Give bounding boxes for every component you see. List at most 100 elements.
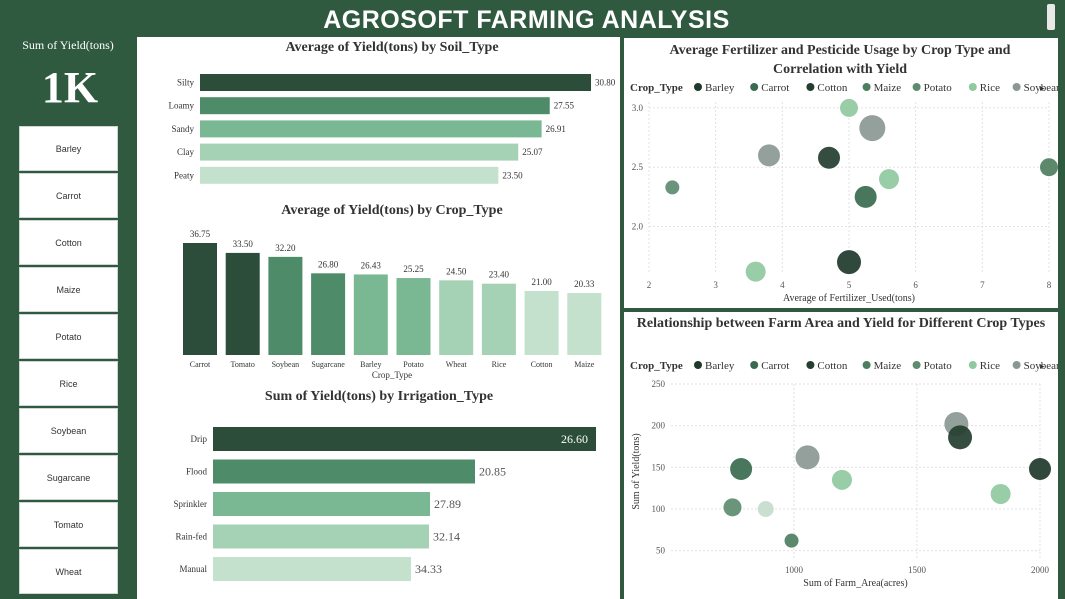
farmarea-legend-label-rice: Rice: [980, 360, 1000, 372]
slicer-item-rice[interactable]: Rice: [19, 361, 118, 406]
farmarea-legend-marker-soybean: [1012, 361, 1021, 369]
crop-bar-rice: [481, 283, 516, 355]
crop-bar-potato: [396, 278, 431, 355]
bar-charts-panel: Average of Yield(tons) by Soil_Type Silt…: [137, 37, 620, 599]
crop-value-label-soybean: 32.20: [275, 243, 296, 253]
fertilizer-legend-marker-rice: [968, 83, 977, 91]
slicer-item-tomato[interactable]: Tomato: [19, 502, 118, 547]
soil-value-label-clay: 25.07: [522, 147, 543, 157]
fertilizer-scatter-svg: Crop_Type Barley Carrot Cotton Maize Potato Ri…: [630, 82, 1058, 304]
crop-value-label-tomato: 33.50: [233, 239, 254, 249]
fertilizer-point-rice-0: [840, 98, 858, 117]
crop-bar-tomato: [225, 252, 260, 355]
farmarea-scatter-plot: Crop_Type Barley Carrot Cotton Maize Potato Ri…: [630, 360, 1058, 589]
soil-bar-loamy: [200, 97, 550, 115]
irrigation-bar-flood: [213, 459, 475, 484]
crop-chart-title: Average of Yield(tons) by Crop_Type: [281, 203, 502, 218]
crop-bar-maize: [567, 293, 602, 355]
irrigation-value-label-flood: 20.85: [479, 465, 506, 479]
kpi-value: 1K: [41, 63, 99, 112]
crop-bar-chart: 36.75 Carrot 33.50 Tomato 32.20 Soybean 26.80 S…: [183, 229, 602, 369]
bar-charts-svg: Average of Yield(tons) by Soil_Type Silt…: [169, 40, 616, 581]
fertilizer-scatter-plot: Crop_Type Barley Carrot Cotton Maize Potato Ri…: [630, 82, 1058, 304]
crop-value-label-maize: 20.33: [574, 279, 595, 289]
irrigation-category-label-manual: Manual: [180, 564, 208, 574]
soil-bar-silty: [200, 74, 591, 91]
crop-category-label-carrot: Carrot: [190, 360, 211, 369]
crop-category-label-wheat: Wheat: [446, 360, 468, 369]
soil-category-label-silty: Silty: [177, 78, 195, 88]
crop-bar-cotton: [524, 291, 559, 355]
farmarea-legend-title: Crop_Type: [630, 360, 683, 372]
soil-bar-clay: [200, 143, 519, 161]
farmarea-y-tick-label: 100: [652, 504, 666, 514]
crop-bar-wheat: [439, 280, 474, 355]
farmarea-scatter-panel: Relationship between Farm Area and Yield…: [624, 312, 1058, 599]
farmarea-legend-label-soybean: Soybean: [1024, 360, 1058, 372]
fertilizer-legend-marker-cotton: [806, 83, 815, 91]
farmarea-legend-label-maize: Maize: [874, 360, 902, 372]
soil-value-label-loamy: 27.55: [554, 101, 575, 111]
farmarea-legend-marker-maize: [862, 361, 871, 369]
farmarea-legend-marker-rice: [968, 361, 977, 369]
farmarea-point-rice-5: [831, 469, 852, 490]
slicer-item-cotton[interactable]: Cotton: [19, 220, 118, 265]
fertilizer-y-tick-label: 2.0: [632, 222, 644, 232]
irrigation-value-label-sprinkler: 27.89: [434, 497, 461, 511]
slicer-item-potato[interactable]: Potato: [19, 314, 118, 359]
fertilizer-point-rice-9: [745, 261, 766, 282]
irrigation-category-label-drip: Drip: [191, 434, 208, 444]
irrigation-bar-drip: [213, 427, 596, 451]
scrollbar[interactable]: [1047, 4, 1055, 30]
crop-value-label-wheat: 24.50: [446, 266, 467, 276]
irrigation-bar-manual: [213, 557, 411, 581]
fertilizer-x-tick-label: 6: [913, 280, 918, 290]
crop-chart-xlabel: Crop_Type: [372, 370, 412, 380]
crop-value-label-potato: 25.25: [403, 264, 424, 274]
fertilizer-point-rice-6: [879, 169, 899, 190]
crop-value-label-sugarcane: 26.80: [318, 259, 339, 269]
soil-chart-title: Average of Yield(tons) by Soil_Type: [285, 40, 498, 55]
slicer-item-soybean[interactable]: Soybean: [19, 408, 118, 453]
soil-bar-peaty: [200, 166, 499, 184]
slicer-item-wheat[interactable]: Wheat: [19, 549, 118, 594]
farmarea-x-tick-label: 1500: [908, 565, 927, 575]
slicer-item-sugarcane[interactable]: Sugarcane: [19, 455, 118, 500]
fertilizer-x-tick-label: 3: [713, 280, 718, 290]
crop-bar-sugarcane: [311, 273, 346, 355]
slicer-item-barley[interactable]: Barley: [19, 126, 118, 171]
fertilizer-x-tick-label: 7: [980, 280, 985, 290]
crop-bar-barley: [353, 274, 388, 355]
farmarea-y-tick-label: 250: [652, 379, 666, 389]
irrigation-bar-sprinkler: [213, 492, 430, 516]
crop-value-label-cotton: 21.00: [531, 277, 552, 287]
fertilizer-y-tick-label: 3.0: [632, 103, 644, 113]
fertilizer-point-maize-4: [1040, 158, 1058, 177]
fertilizer-legend-marker-carrot: [750, 83, 759, 91]
farmarea-point-sugarcane-8: [757, 501, 774, 517]
farmarea-legend-marker-carrot: [750, 361, 759, 369]
crop-category-label-maize: Maize: [574, 360, 594, 369]
fertilizer-legend-label-carrot: Carrot: [761, 82, 789, 94]
farmarea-y-axis-title: Sum of Yield(tons): [631, 433, 642, 509]
crop-category-label-potato: Potato: [403, 360, 423, 369]
fertilizer-point-carrot-7: [854, 185, 877, 208]
fertilizer-legend-more-icon: ▸: [1040, 83, 1045, 93]
kpi-label: Sum of Yield(tons): [22, 38, 114, 52]
irrigation-value-label-drip: 26.60: [561, 432, 588, 446]
crop-category-label-cotton: Cotton: [531, 360, 553, 369]
fertilizer-legend-label-rice: Rice: [980, 82, 1000, 94]
farmarea-point-carrot-3: [730, 458, 753, 480]
crop-value-label-rice: 23.40: [489, 270, 510, 280]
fertilizer-legend-marker-potato: [912, 83, 921, 91]
farmarea-point-potato-7: [723, 498, 742, 517]
irrigation-bar-rain-fed: [213, 524, 429, 549]
slicer-item-maize[interactable]: Maize: [19, 267, 118, 312]
farmarea-x-tick-label: 2000: [1031, 565, 1050, 575]
farmarea-point-barley-4: [1029, 458, 1051, 480]
crop-value-label-barley: 26.43: [361, 260, 382, 270]
fertilizer-point-soybean-2: [758, 144, 780, 167]
fertilizer-legend-label-cotton: Cotton: [817, 82, 847, 94]
slicer-item-carrot[interactable]: Carrot: [19, 173, 118, 218]
soil-value-label-peaty: 23.50: [502, 170, 523, 180]
